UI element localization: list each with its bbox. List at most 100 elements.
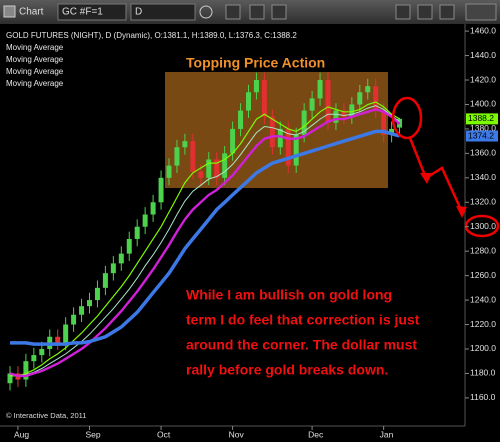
candle-body bbox=[309, 98, 315, 111]
symbol-input[interactable] bbox=[57, 3, 127, 21]
arrow-head bbox=[420, 173, 432, 184]
candle-body bbox=[230, 128, 236, 154]
candle-body bbox=[222, 153, 228, 178]
chart-header: GOLD FUTURES (NIGHT), D (Dynamic), O:138… bbox=[6, 31, 297, 40]
y-tick-label: 1260.0 bbox=[470, 270, 496, 280]
candle-body bbox=[118, 253, 124, 264]
candle-body bbox=[214, 159, 220, 178]
candle-body bbox=[373, 86, 379, 111]
moving-average-line bbox=[9, 105, 400, 377]
annotation-line: rally before gold breaks down. bbox=[186, 362, 388, 378]
y-tick-label: 1240.0 bbox=[470, 294, 496, 304]
window-button[interactable] bbox=[395, 4, 411, 20]
candle-body bbox=[285, 128, 291, 166]
candle-body bbox=[333, 110, 339, 123]
tool-button[interactable] bbox=[249, 4, 265, 20]
candle-body bbox=[166, 165, 172, 178]
candle-body bbox=[39, 348, 45, 356]
y-tick-label: 1360.0 bbox=[470, 148, 496, 158]
y-tick-label: 1400.0 bbox=[470, 99, 496, 109]
target-circle bbox=[464, 214, 500, 238]
annotation-title: Topping Price Action bbox=[186, 55, 325, 71]
window-button[interactable] bbox=[465, 3, 497, 21]
projection-arrow bbox=[408, 137, 464, 213]
y-tick-label: 1180.0 bbox=[470, 368, 496, 378]
plot bbox=[7, 72, 403, 391]
candle-body bbox=[381, 110, 387, 136]
y-tick-label: 1300.0 bbox=[470, 221, 496, 231]
topping-zone bbox=[165, 72, 388, 188]
candle-body bbox=[7, 373, 13, 384]
candle-body bbox=[365, 86, 371, 93]
x-tick-label: Aug bbox=[14, 429, 29, 439]
candle-body bbox=[253, 80, 259, 93]
last-value-label: 1388.2 bbox=[468, 113, 494, 123]
candle-body bbox=[238, 110, 244, 129]
last-value-box bbox=[466, 130, 498, 142]
x-tick-label: Jan bbox=[380, 429, 394, 439]
candle-body bbox=[317, 80, 323, 99]
candle-body bbox=[158, 177, 164, 203]
moving-average-line bbox=[10, 129, 401, 346]
legend-entry: Moving Average bbox=[6, 55, 64, 64]
interval-text: D bbox=[135, 7, 142, 18]
candle-body bbox=[277, 128, 283, 148]
candle-body bbox=[150, 202, 156, 215]
candle-body bbox=[341, 110, 347, 117]
y-tick-label: 1200.0 bbox=[470, 343, 496, 353]
window-button[interactable] bbox=[439, 4, 455, 20]
candle-body bbox=[63, 324, 69, 343]
arrow-head bbox=[456, 206, 467, 218]
highlight-circle bbox=[391, 96, 423, 140]
candle-body bbox=[110, 263, 116, 274]
y-tick-label: 1440.0 bbox=[470, 50, 496, 60]
candle-body bbox=[357, 92, 363, 105]
y-tick-label: 1280.0 bbox=[470, 245, 496, 255]
y-tick-label: 1160.0 bbox=[470, 392, 496, 402]
x-tick-label: Oct bbox=[157, 429, 171, 439]
candle-body bbox=[174, 147, 180, 166]
interval-input[interactable] bbox=[130, 3, 196, 21]
last-value-box bbox=[466, 113, 498, 125]
y-tick-label: 1320.0 bbox=[470, 197, 496, 207]
candle-body bbox=[71, 314, 77, 325]
candle-body bbox=[134, 226, 140, 239]
x-tick-label: Dec bbox=[308, 429, 324, 439]
y-tick-label: 1340.0 bbox=[470, 172, 496, 182]
annotation-line: term I do feel that correction is just bbox=[186, 312, 420, 328]
tool-button[interactable] bbox=[271, 4, 287, 20]
candle-body bbox=[79, 306, 85, 315]
legend: Moving Average Moving Average Moving Avera… bbox=[6, 43, 64, 88]
candle-body bbox=[31, 355, 37, 362]
candle-body bbox=[261, 80, 267, 117]
legend-entry: Moving Average bbox=[6, 79, 64, 88]
candle-body bbox=[55, 336, 61, 343]
legend-entry: Moving Average bbox=[6, 67, 64, 76]
candle-body bbox=[142, 214, 148, 227]
y-tick-label: 1420.0 bbox=[470, 74, 496, 84]
y-tick-label: 1380.0 bbox=[470, 123, 496, 133]
chart-icon bbox=[3, 5, 16, 18]
candle-body bbox=[23, 361, 29, 380]
y-tick-label: 1220.0 bbox=[470, 319, 496, 329]
x-tick-label: Nov bbox=[229, 429, 245, 439]
tool-button[interactable] bbox=[225, 4, 241, 20]
credit: © Interactive Data, 2011 bbox=[6, 411, 86, 420]
window-button[interactable] bbox=[417, 4, 433, 20]
y-tick-label: 1460.0 bbox=[470, 25, 496, 35]
candle-body bbox=[190, 141, 196, 172]
annotation-note: While I am bullish on gold long term I do… bbox=[186, 287, 420, 378]
candle-body bbox=[301, 110, 307, 136]
candle-body bbox=[246, 92, 251, 111]
candle-body bbox=[182, 141, 188, 148]
window-title: Chart bbox=[19, 7, 44, 18]
moving-average-line bbox=[10, 101, 400, 377]
refresh-button[interactable] bbox=[199, 5, 213, 19]
candle-body bbox=[94, 287, 100, 301]
candle-body bbox=[126, 238, 132, 254]
candle-body bbox=[325, 80, 331, 123]
last-value-label: 1374.2 bbox=[468, 130, 494, 140]
candle-body bbox=[269, 116, 275, 148]
candle-body bbox=[87, 300, 92, 307]
